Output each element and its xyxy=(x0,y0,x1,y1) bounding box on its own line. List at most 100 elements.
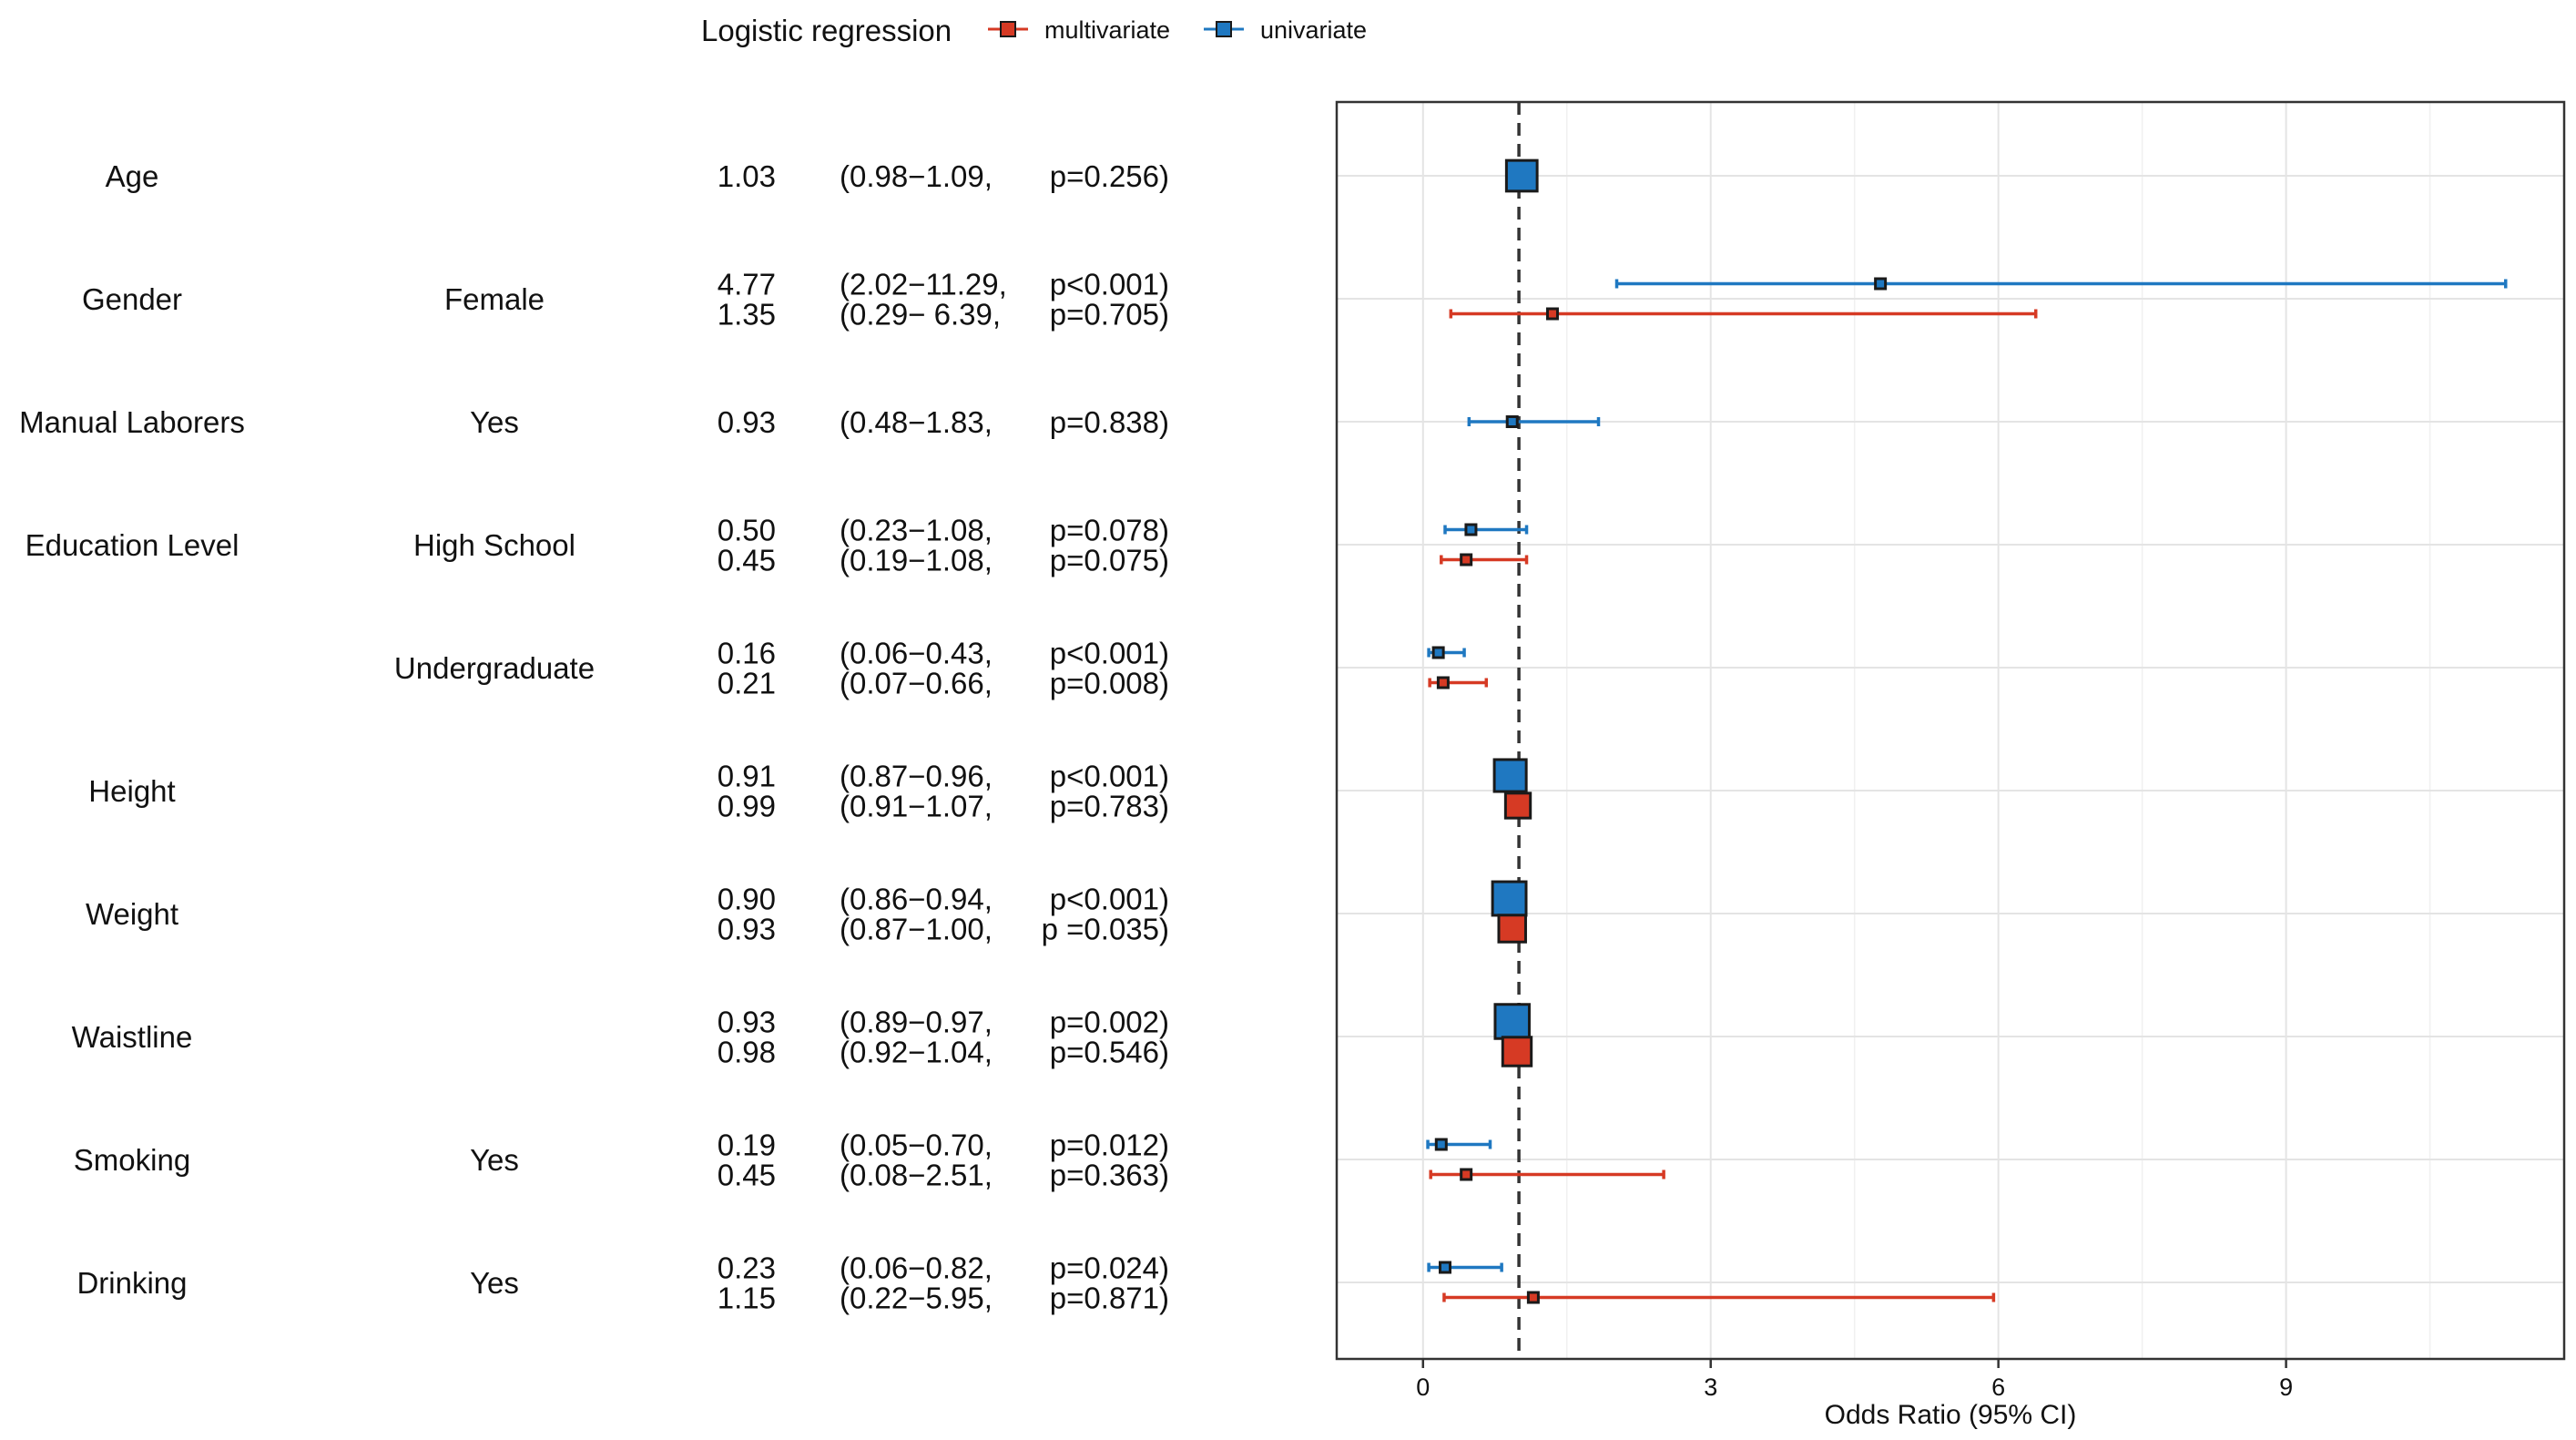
panel-border xyxy=(1335,100,2566,1361)
estimate-multivariate xyxy=(1442,1291,1996,1304)
ci-value: (0.08−2.51, xyxy=(840,1159,993,1192)
x-tick-label: 9 xyxy=(2279,1374,2293,1401)
legend-swatch-univariate xyxy=(1216,21,1232,37)
variable-label: Education Level xyxy=(25,528,239,562)
p-value: p=0.024) xyxy=(1050,1251,1169,1285)
estimate-multivariate xyxy=(1449,307,2038,321)
or-value: 0.99 xyxy=(718,790,776,823)
or-value: 0.23 xyxy=(718,1251,776,1285)
x-tick-label: 0 xyxy=(1416,1374,1430,1401)
ci-value: (0.89−0.97, xyxy=(840,1006,993,1039)
ci-value: (0.48−1.83, xyxy=(840,405,993,439)
level-label: Female xyxy=(444,282,545,316)
p-value: p=0.546) xyxy=(1050,1036,1169,1069)
ci-value: (0.22−5.95, xyxy=(840,1282,993,1315)
ci-value: (0.19−1.08, xyxy=(840,544,993,577)
p-value: p=0.078) xyxy=(1050,514,1169,547)
point-estimate xyxy=(1497,914,1527,944)
point-estimate xyxy=(1505,415,1519,428)
point-estimate xyxy=(1492,758,1528,793)
estimate-univariate xyxy=(1493,1003,1531,1040)
variable-label: Gender xyxy=(82,282,182,316)
point-estimate xyxy=(1431,646,1445,659)
estimate-multivariate xyxy=(1429,1168,1665,1181)
variable-label: Manual Laborers xyxy=(19,405,245,439)
variable-label: Waistline xyxy=(72,1020,193,1054)
point-estimate xyxy=(1504,158,1539,193)
ci-value: (2.02−11.29, xyxy=(840,268,1007,301)
p-value: p =0.035) xyxy=(1042,913,1169,946)
p-value: p=0.002) xyxy=(1050,1006,1169,1039)
p-value: p=0.256) xyxy=(1050,159,1169,193)
ci-value: (0.05−0.70, xyxy=(840,1129,993,1162)
ci-value: (0.87−1.00, xyxy=(840,913,993,946)
ci-value: (0.92−1.04, xyxy=(840,1036,993,1069)
point-estimate xyxy=(1874,277,1888,291)
or-value: 0.21 xyxy=(718,667,776,700)
legend-swatch-multivariate xyxy=(1000,21,1016,37)
x-tick-label: 3 xyxy=(1704,1374,1717,1401)
level-label: High School xyxy=(413,528,575,562)
p-value: p=0.008) xyxy=(1050,667,1169,700)
ci-value: (0.87−0.96, xyxy=(840,760,993,793)
or-value: 0.50 xyxy=(718,514,776,547)
x-tick-label: 6 xyxy=(1991,1374,2005,1401)
or-value: 0.93 xyxy=(718,913,776,946)
estimate-multivariate xyxy=(1503,791,1532,820)
variable-label: Smoking xyxy=(74,1143,190,1177)
point-estimate xyxy=(1526,1291,1540,1304)
or-value: 0.91 xyxy=(718,760,776,793)
variable-label: Drinking xyxy=(76,1266,187,1300)
x-axis-label: Odds Ratio (95% CI) xyxy=(1825,1400,2077,1430)
legend-label-univariate: univariate xyxy=(1260,16,1367,44)
point-estimate xyxy=(1436,676,1450,689)
estimate-univariate xyxy=(1427,646,1466,659)
p-value: p=0.363) xyxy=(1050,1159,1169,1192)
p-value: p=0.075) xyxy=(1050,544,1169,577)
point-estimate xyxy=(1460,553,1473,567)
estimate-univariate xyxy=(1504,158,1539,193)
point-estimate xyxy=(1460,1168,1473,1181)
legend-entry-univariate: univariate xyxy=(1204,16,1367,44)
point-estimate xyxy=(1491,880,1528,917)
or-value: 1.03 xyxy=(718,159,776,193)
estimate-multivariate xyxy=(1428,676,1489,689)
or-value: 0.93 xyxy=(718,405,776,439)
or-value: 0.98 xyxy=(718,1036,776,1069)
p-value: p<0.001) xyxy=(1050,760,1169,793)
or-value: 0.19 xyxy=(718,1129,776,1162)
ci-value: (0.06−0.82, xyxy=(840,1251,993,1285)
estimate-univariate xyxy=(1427,1261,1503,1274)
p-value: p=0.783) xyxy=(1050,790,1169,823)
ci-value: (0.29− 6.39, xyxy=(840,298,1001,332)
p-value: p<0.001) xyxy=(1050,268,1169,301)
p-value: p=0.871) xyxy=(1050,1282,1169,1315)
p-value: p<0.001) xyxy=(1050,637,1169,670)
point-estimate xyxy=(1439,1261,1452,1274)
legend-entries: multivariate univariate xyxy=(988,16,1367,44)
estimate-multivariate xyxy=(1497,914,1527,944)
or-value: 1.15 xyxy=(718,1282,776,1315)
point-estimate xyxy=(1464,523,1478,536)
estimate-univariate xyxy=(1492,758,1528,793)
p-value: p=0.012) xyxy=(1050,1129,1169,1162)
estimate-univariate xyxy=(1443,523,1529,536)
ci-value: (0.06−0.43, xyxy=(840,637,993,670)
estimate-univariate xyxy=(1491,880,1528,917)
level-label: Yes xyxy=(470,1266,519,1300)
legend-entry-multivariate: multivariate xyxy=(988,16,1170,44)
legend: Logistic regression multivariate univaria… xyxy=(701,14,1367,47)
point-estimate xyxy=(1493,1003,1531,1040)
point-estimate xyxy=(1503,791,1532,820)
or-value: 4.77 xyxy=(718,268,776,301)
estimate-univariate xyxy=(1467,415,1601,428)
estimate-multivariate xyxy=(1440,553,1529,567)
level-label: Yes xyxy=(470,1143,519,1177)
or-value: 1.35 xyxy=(718,298,776,332)
or-value: 0.93 xyxy=(718,1006,776,1039)
row-labels: Age 1.03 (0.98−1.09, p=0.256) Gender Female 4.… xyxy=(19,159,1169,1315)
or-value: 0.45 xyxy=(718,1159,776,1192)
or-value: 0.45 xyxy=(718,544,776,577)
p-value: p=0.838) xyxy=(1050,405,1169,439)
